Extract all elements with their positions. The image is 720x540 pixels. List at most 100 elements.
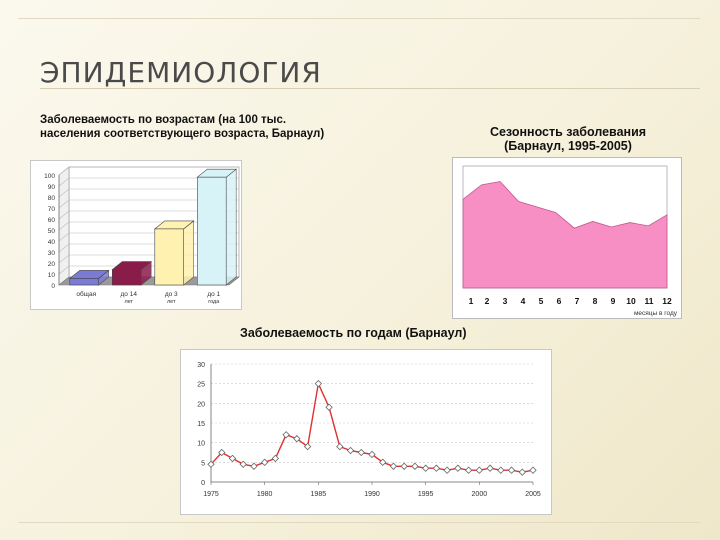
y-tick-label: 90	[48, 184, 56, 191]
y-tick-label: 50	[48, 228, 56, 235]
data-point	[475, 466, 484, 474]
x-tick-label: 5	[539, 296, 544, 306]
data-point	[443, 466, 451, 474]
x-tick-label: 1	[469, 296, 474, 306]
grid-line	[58, 210, 70, 220]
data-point	[432, 464, 441, 472]
bar	[112, 269, 142, 286]
years-chart: 0 5 10 15 20 25 30 1975 1980 1985 1990 1995 2000 2005	[197, 362, 541, 498]
age-chart-caption: Заболеваемость по возрастам (на 100 тыс.…	[40, 114, 325, 140]
data-point	[218, 448, 226, 457]
grid-line	[58, 177, 70, 187]
data-point	[357, 448, 365, 457]
x-tick-label: 8	[593, 296, 598, 306]
bar	[69, 278, 99, 286]
data-point	[464, 466, 473, 474]
y-tick-label: 30	[197, 362, 205, 369]
grid-line	[58, 243, 70, 253]
data-point	[411, 462, 419, 470]
data-point	[207, 460, 215, 468]
x-tick-label: 1980	[257, 491, 273, 498]
data-point	[271, 454, 280, 463]
data-point	[293, 435, 301, 443]
data-point	[486, 464, 494, 472]
x-axis-label: месяцы в году	[634, 310, 678, 317]
y-tick-label: 25	[197, 382, 205, 389]
x-tick-label: 6	[557, 296, 562, 306]
x-tick-label: 1975	[203, 491, 219, 498]
x-tick-label: 1990	[364, 491, 380, 498]
data-point	[250, 462, 258, 470]
x-tick-label: 2	[485, 296, 490, 306]
x-tick-label: 10	[626, 296, 636, 306]
season-chart-caption: Сезонность заболевания (Барнаул, 1995-20…	[489, 125, 647, 153]
x-tick-label: лет	[124, 299, 133, 305]
x-tick-label: 2005	[525, 491, 541, 498]
data-point	[282, 431, 290, 439]
grid-line	[58, 232, 70, 242]
data-point	[518, 468, 526, 476]
data-point	[368, 450, 376, 459]
season-chart-panel: 1 2 3 4 5 6 7 8 9 10 11 12 месяцы в году	[452, 157, 682, 319]
y-tick-label: 15	[197, 421, 205, 428]
years-chart-caption: Заболеваемость по годам (Барнаул)	[240, 326, 467, 340]
data-point	[228, 454, 237, 463]
y-tick-label: 5	[201, 460, 205, 467]
area-series	[462, 181, 668, 289]
y-tick-label: 10	[197, 441, 205, 448]
y-tick-label: 80	[48, 195, 56, 202]
x-tick-label: 3	[503, 296, 508, 306]
y-tick-label: 20	[48, 261, 56, 268]
x-tick-label: года	[208, 299, 220, 305]
data-point	[303, 442, 312, 451]
data-point	[325, 403, 333, 411]
slide-title: ЭПИДЕМИОЛОГИЯ	[40, 56, 322, 89]
y-tick-label: 0	[201, 480, 205, 487]
title-rule	[40, 88, 700, 89]
y-tick-label: 10	[48, 272, 56, 279]
y-tick-label: 0	[51, 283, 55, 290]
x-tick-label: 12	[662, 296, 672, 306]
data-point	[336, 442, 344, 451]
data-point	[314, 379, 323, 388]
grid-line	[58, 166, 70, 176]
y-tick-label: 100	[44, 173, 55, 180]
years-chart-panel: 0 5 10 15 20 25 30 1975 1980 1985 1990 1995 2000 2005	[180, 349, 552, 515]
x-tick-label: 4	[521, 296, 526, 306]
data-point	[260, 458, 269, 467]
x-tick-label: общая	[76, 290, 96, 298]
grid-line	[58, 188, 70, 198]
x-tick-label: лет	[167, 299, 176, 305]
x-tick-label: 9	[611, 296, 616, 306]
x-tick-label: до 1	[207, 291, 220, 298]
grid-line	[58, 221, 70, 231]
grid-line	[58, 254, 70, 264]
y-tick-label: 60	[48, 217, 56, 224]
x-tick-label: до 14	[121, 291, 138, 298]
x-tick-label: 7	[575, 296, 580, 306]
data-point	[400, 462, 408, 470]
grid-line	[58, 199, 70, 209]
y-tick-label: 30	[48, 250, 56, 257]
data-point	[529, 466, 537, 474]
x-tick-label: до 3	[165, 291, 178, 298]
line-series	[210, 381, 534, 473]
data-point	[346, 446, 355, 455]
data-point	[507, 466, 516, 474]
bar	[154, 228, 185, 286]
bottom-border-line	[18, 522, 700, 523]
y-tick-label: 20	[197, 401, 205, 408]
data-point	[239, 460, 247, 468]
bar-side	[225, 168, 237, 286]
data-point	[421, 464, 430, 472]
x-tick-label: 11	[645, 296, 654, 306]
x-tick-label: 2000	[472, 491, 488, 498]
y-tick-label: 70	[48, 206, 56, 213]
x-tick-label: 1995	[418, 491, 434, 498]
bar-side	[183, 220, 194, 286]
top-border-line	[18, 18, 700, 19]
grid-line	[58, 265, 70, 275]
